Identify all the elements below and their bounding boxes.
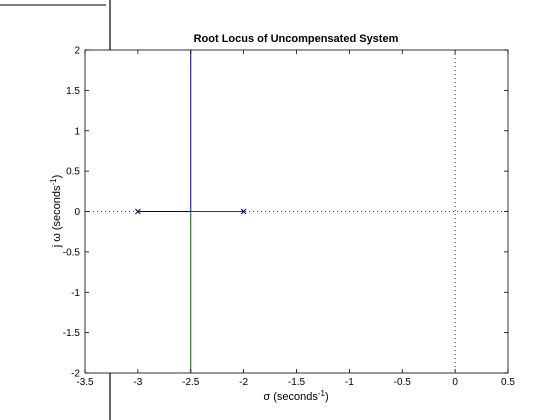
y-axis-label: j ω (seconds-1) <box>49 175 63 249</box>
y-tick-label: -0.5 <box>63 247 81 258</box>
y-tick-label: 1 <box>74 126 80 137</box>
x-tick-label: -1.5 <box>288 377 306 388</box>
y-tick-label: 0 <box>74 207 80 218</box>
plot-area: -3.5 -3 -2.5 -2 -1.5 -1 -0.5 0 0.5 -2 -1.5 -1 -0.5 0… <box>63 46 516 389</box>
locus-series <box>137 50 244 373</box>
x-tick-label: -2 <box>239 377 248 388</box>
y-tick-label: 1.5 <box>66 86 80 97</box>
x-axis-label-base: σ (seconds <box>263 391 318 403</box>
chart-title: Root Locus of Uncompensated System <box>194 33 399 45</box>
x-axis-label-close: ) <box>325 391 329 403</box>
y-tick-label: -1 <box>71 288 80 299</box>
y-axis-label-close: ) <box>51 175 63 179</box>
y-tick-label: -1.5 <box>63 328 81 339</box>
x-tick-label: -1 <box>345 377 354 388</box>
x-ticks: -3.5 -3 -2.5 -2 -1.5 -1 -0.5 0 0.5 <box>76 50 515 388</box>
x-tick-label: -2.5 <box>182 377 200 388</box>
x-tick-label: 0 <box>452 377 458 388</box>
x-axis-label: σ (seconds-1) <box>263 389 328 403</box>
pole-marker <box>240 208 247 215</box>
y-axis-label-group: j ω (seconds-1) <box>49 175 63 249</box>
y-tick-label: 2 <box>74 46 80 57</box>
y-ticks: -2 -1.5 -1 -0.5 0 0.5 1 1.5 2 <box>63 46 508 380</box>
x-tick-label: -3 <box>133 377 142 388</box>
y-tick-label: -2 <box>71 369 80 380</box>
y-axis-label-sup: -1 <box>49 178 58 186</box>
pole-markers <box>135 208 247 215</box>
y-axis-label-base: j ω (seconds <box>51 185 63 248</box>
x-axis-label-sup: -1 <box>318 389 326 398</box>
y-tick-label: 0.5 <box>66 167 80 178</box>
x-tick-label: -3.5 <box>76 377 94 388</box>
pole-marker <box>135 208 141 215</box>
locus-branch-2 <box>190 211 244 373</box>
x-tick-label: 0.5 <box>501 377 515 388</box>
reference-lines <box>85 50 508 373</box>
x-tick-label: -0.5 <box>394 377 412 388</box>
